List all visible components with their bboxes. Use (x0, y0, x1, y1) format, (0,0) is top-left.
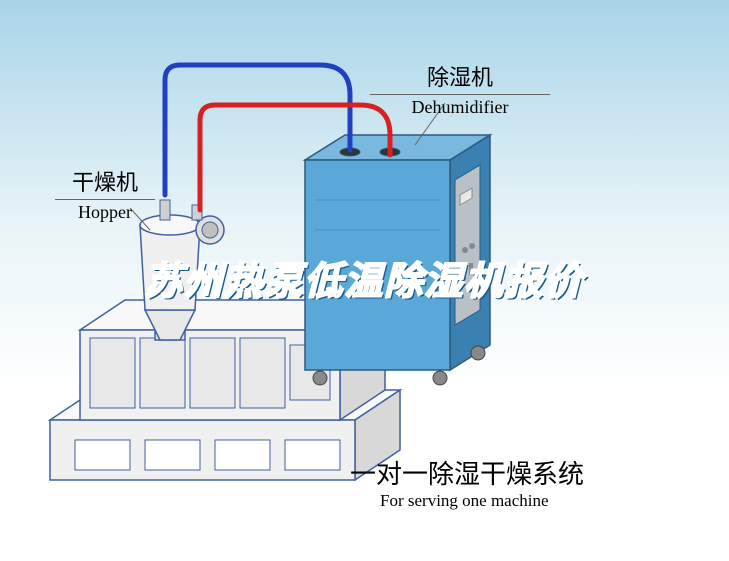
system-title: 一对一除湿干燥系统 For serving one machine (350, 454, 584, 511)
banner-text: 苏州热泵低温除湿机报价 (144, 250, 584, 305)
hopper-label: 干燥机 Hopper (55, 165, 155, 223)
dehumidifier-label: 除湿机 Dehumidifier (370, 60, 550, 118)
title-cn: 一对一除湿干燥系统 (350, 454, 584, 491)
dehumidifier-label-en: Dehumidifier (370, 97, 550, 118)
hopper-label-cn: 干燥机 (55, 165, 155, 197)
dehumidifier-label-cn: 除湿机 (370, 60, 550, 92)
hopper-label-en: Hopper (55, 202, 155, 223)
title-en: For serving one machine (380, 491, 584, 511)
